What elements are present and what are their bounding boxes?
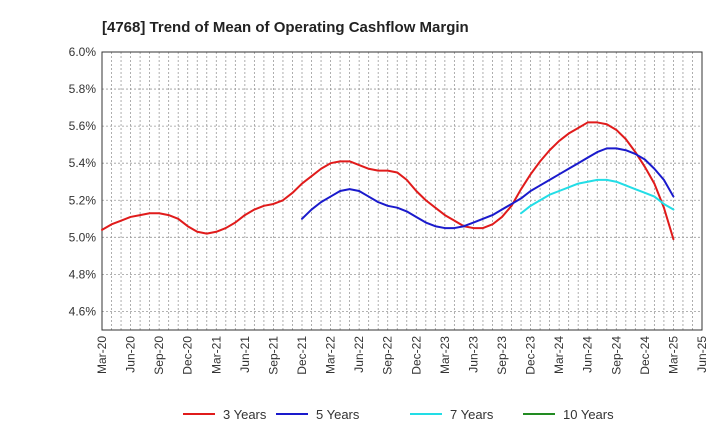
x-tick-label: Jun-20	[124, 336, 138, 373]
series-lines	[101, 121, 675, 241]
series-line-5-years	[301, 147, 675, 230]
legend-label: 10 Years	[563, 407, 614, 422]
legend-item: 7 Years	[410, 407, 494, 422]
x-tick-label: Jun-25	[695, 336, 709, 373]
legend-item: 5 Years	[276, 407, 360, 422]
chart-title: [4768] Trend of Mean of Operating Cashfl…	[102, 19, 469, 36]
x-tick-label: Mar-20	[95, 336, 109, 374]
x-tick-label: Dec-20	[181, 336, 195, 375]
x-tick-label: Jun-21	[238, 336, 252, 373]
y-tick-label: 5.8%	[69, 82, 97, 96]
legend-label: 7 Years	[450, 407, 494, 422]
legend-label: 3 Years	[223, 407, 267, 422]
y-axis: 4.6% 4.8% 5.0% 5.2% 5.4% 5.6% 5.8% 6.0%	[69, 45, 97, 318]
series-line-7-years	[520, 178, 675, 215]
x-tick-label: Dec-22	[409, 336, 423, 375]
plot-frame	[101, 51, 703, 331]
x-tick-label: Sep-21	[266, 336, 280, 375]
x-tick-label: Dec-23	[524, 336, 538, 375]
x-tick-label: Dec-24	[638, 336, 652, 375]
x-tick-label: Mar-22	[324, 336, 338, 374]
y-tick-label: 4.8%	[69, 267, 97, 281]
x-tick-label: Dec-21	[295, 336, 309, 375]
legend-label: 5 Years	[316, 407, 360, 422]
legend: 3 Years 5 Years 7 Years 10 Years	[183, 407, 614, 422]
x-tick-label: Mar-23	[438, 336, 452, 374]
x-axis: Mar-20 Jun-20 Sep-20 Dec-20 Mar-21 Jun-21 Sep-…	[95, 336, 709, 375]
x-tick-label: Sep-23	[495, 336, 509, 375]
legend-item: 10 Years	[523, 407, 614, 422]
x-tick-label: Jun-22	[352, 336, 366, 373]
y-tick-label: 5.2%	[69, 193, 97, 207]
x-tick-label: Sep-24	[609, 336, 623, 375]
legend-item: 3 Years	[183, 407, 267, 422]
x-tick-label: Mar-24	[552, 336, 566, 374]
y-tick-label: 5.4%	[69, 156, 97, 170]
x-tick-label: Mar-21	[209, 336, 223, 374]
x-tick-label: Jun-23	[466, 336, 480, 373]
series-line-3-years	[101, 121, 675, 241]
y-tick-label: 5.6%	[69, 119, 97, 133]
x-tick-label: Sep-20	[152, 336, 166, 375]
y-tick-label: 6.0%	[69, 45, 97, 59]
y-tick-label: 4.6%	[69, 304, 97, 318]
x-tick-label: Mar-25	[666, 336, 680, 374]
y-tick-label: 5.0%	[69, 230, 97, 244]
x-tick-label: Sep-22	[381, 336, 395, 375]
x-tick-label: Jun-24	[581, 336, 595, 373]
